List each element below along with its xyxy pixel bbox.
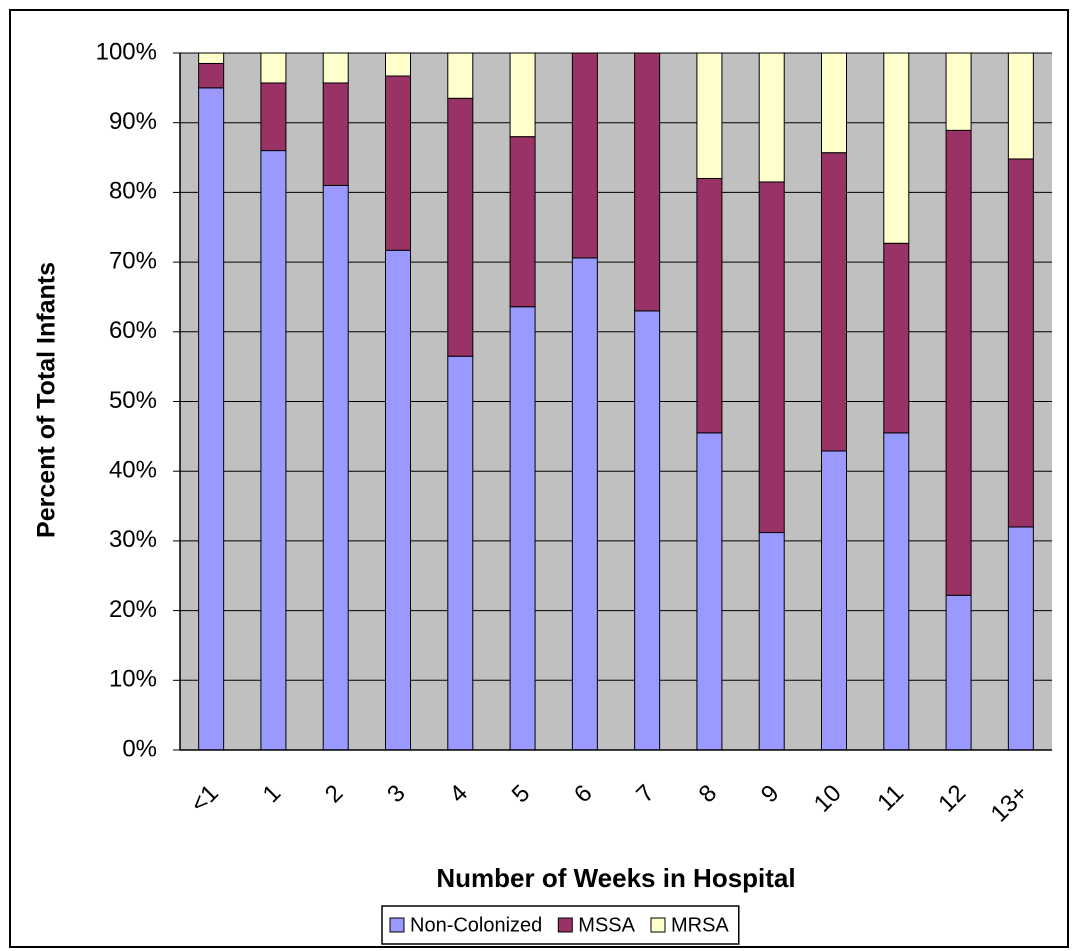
bar-segment xyxy=(1007,158,1034,528)
bar-segment xyxy=(447,97,474,357)
legend: Non-Colonized MSSA MRSA xyxy=(381,905,740,945)
legend-swatch xyxy=(557,917,573,933)
bar-segment xyxy=(322,82,349,186)
bar-segment xyxy=(821,450,847,751)
bar-segment xyxy=(260,150,287,751)
legend-swatch xyxy=(650,917,666,933)
bar-segment xyxy=(945,594,972,751)
bar-segment xyxy=(758,52,785,183)
bar-segment xyxy=(385,52,411,77)
bar-segment xyxy=(447,52,474,99)
bar-segment xyxy=(1007,52,1034,160)
y-tick-label: 0% xyxy=(122,735,157,762)
bar-segment xyxy=(821,152,847,452)
bar-segment xyxy=(696,432,723,751)
bar-segment xyxy=(385,249,411,751)
bar-segment xyxy=(260,82,287,152)
bar-segment xyxy=(696,52,723,179)
bar-segment xyxy=(509,306,536,751)
bar-segment xyxy=(634,310,661,751)
y-tick-label: 100% xyxy=(96,38,157,65)
x-axis-title: Number of Weeks in Hospital xyxy=(436,863,795,893)
bar-segment xyxy=(322,184,349,751)
legend-label: Non-Colonized xyxy=(410,914,542,936)
bar-segment xyxy=(821,52,847,154)
y-tick-label: 30% xyxy=(109,526,157,553)
legend-label: MSSA xyxy=(578,914,635,936)
legend-label: MRSA xyxy=(671,914,729,936)
bar-segment xyxy=(260,52,287,84)
bar-segment xyxy=(758,181,785,534)
bar-segment xyxy=(634,52,661,312)
legend-swatch xyxy=(389,917,405,933)
y-tick-label: 70% xyxy=(109,247,157,274)
bar-segment xyxy=(385,75,411,251)
bar-segment xyxy=(509,52,536,138)
bar-segment xyxy=(1007,526,1034,751)
bar-segment xyxy=(883,432,910,751)
bar-segment xyxy=(571,257,598,751)
y-tick-label: 50% xyxy=(109,387,157,414)
bar-segment xyxy=(945,129,972,596)
bar-segment xyxy=(945,52,972,131)
y-tick-label: 80% xyxy=(109,178,157,205)
bar-segment xyxy=(883,242,910,434)
bar-segment xyxy=(571,52,598,259)
y-tick-label: 40% xyxy=(109,457,157,484)
bar-segment xyxy=(758,532,785,751)
bar-segment xyxy=(696,177,723,434)
bar-segment xyxy=(447,355,474,751)
bar-segment xyxy=(198,87,225,751)
y-axis-title: Percent of Total Infants xyxy=(33,262,61,538)
y-tick-label: 10% xyxy=(109,666,157,693)
bar-segment xyxy=(198,52,225,64)
y-tick-label: 90% xyxy=(109,108,157,135)
bar-segment xyxy=(198,62,225,89)
bar-segment xyxy=(322,52,349,84)
bar-segment xyxy=(883,52,910,244)
y-tick-label: 20% xyxy=(109,596,157,623)
y-tick-label: 60% xyxy=(109,317,157,344)
bar-segment xyxy=(509,136,536,308)
